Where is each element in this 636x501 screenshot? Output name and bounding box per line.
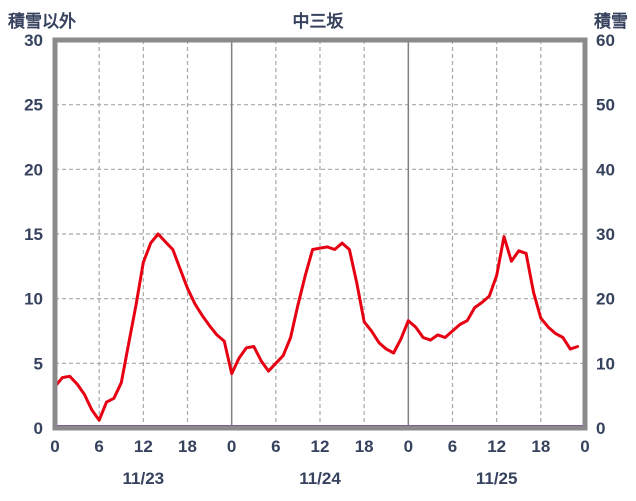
- x-hour-tick-label: 6: [271, 437, 280, 456]
- y-left-tick-label: 20: [24, 160, 43, 179]
- x-hour-tick-label: 18: [178, 437, 197, 456]
- x-date-label: 11/25: [476, 469, 518, 488]
- x-hour-tick-label: 0: [580, 437, 589, 456]
- y-left-tick-label: 0: [34, 419, 43, 438]
- x-hour-tick-label: 0: [227, 437, 236, 456]
- plot-frame: [52, 37, 588, 431]
- y-right-tick-label: 60: [596, 31, 615, 50]
- y-right-tick-label: 0: [596, 419, 605, 438]
- left-axis-title: 積雪以外: [8, 12, 76, 31]
- x-hour-tick-label: 0: [50, 437, 59, 456]
- y-right-tick-label: 50: [596, 96, 615, 115]
- x-hour-tick-label: 18: [531, 437, 550, 456]
- y-left-tick-label: 30: [24, 31, 43, 50]
- x-hour-tick-label: 12: [487, 437, 506, 456]
- y-right-tick-label: 20: [596, 290, 615, 309]
- x-hour-tick-label: 12: [311, 437, 330, 456]
- x-hour-tick-label: 0: [404, 437, 413, 456]
- y-left-tick-label: 10: [24, 290, 43, 309]
- chart-title: 中三坂: [292, 12, 344, 31]
- x-hour-tick-label: 18: [355, 437, 374, 456]
- y-left-tick-label: 15: [24, 225, 43, 244]
- y-right-tick-label: 30: [596, 225, 615, 244]
- y-right-tick-label: 10: [596, 354, 615, 373]
- series-line-temp: [53, 232, 580, 422]
- y-left-tick-label: 5: [34, 354, 43, 373]
- x-hour-tick-label: 6: [448, 437, 457, 456]
- x-date-label: 11/23: [123, 469, 165, 488]
- x-hour-tick-label: 12: [134, 437, 153, 456]
- y-right-tick-label: 40: [596, 160, 615, 179]
- x-date-label: 11/24: [299, 469, 341, 488]
- x-hour-tick-label: 6: [94, 437, 103, 456]
- y-left-tick-label: 25: [24, 96, 43, 115]
- right-axis-title: 積雪: [594, 12, 628, 31]
